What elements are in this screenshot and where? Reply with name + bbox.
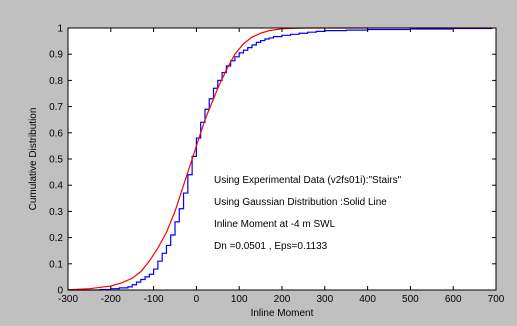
plot-area [68,28,496,290]
x-tick-label: 100 [231,294,248,305]
x-tick-label: -100 [144,294,164,305]
y-tick-label: 0.9 [49,50,63,61]
annotation-gaussian-distribution: Using Gaussian Distribution :Solid Line [214,197,387,208]
y-axis-label: Cumulative Distribution [28,108,39,211]
x-tick-label: -200 [101,294,121,305]
y-tick-label: 1 [57,24,63,35]
y-tick-label: 0 [57,286,63,297]
y-tick-label: 0.5 [49,155,63,166]
x-tick-label: 200 [274,294,291,305]
empirical-stairs-line [68,27,493,291]
x-tick-label: 300 [316,294,333,305]
y-tick-label: 0.8 [49,76,63,87]
annotation-statistics: Dn =0.0501 , Eps=0.1133 [214,241,328,252]
x-tick-label: 700 [488,294,505,305]
y-tick-label: 0.2 [49,233,63,244]
annotation-experimental-data: Using Experimental Data (v2fs01i):"Stair… [214,175,402,186]
y-tick-label: 0.3 [49,207,63,218]
y-tick-label: 0.6 [49,128,63,139]
x-tick-label: 500 [402,294,419,305]
y-tick-label: 0.4 [49,181,63,192]
x-tick-label: 600 [445,294,462,305]
x-axis-label: Inline Moment [251,308,314,319]
x-tick-label: 400 [359,294,376,305]
x-tick-label: -300 [58,294,78,305]
x-tick-label: 0 [194,294,200,305]
y-tick-label: 0.7 [49,102,63,113]
annotation-inline-moment: Inline Moment at -4 m SWL [214,219,336,230]
tick-labels: -300 -200 -100 0 100 200 300 400 500 600 700 0 0.1 0.… [49,24,505,306]
y-tick-label: 0.1 [49,259,63,270]
tick-marks [67,27,497,291]
